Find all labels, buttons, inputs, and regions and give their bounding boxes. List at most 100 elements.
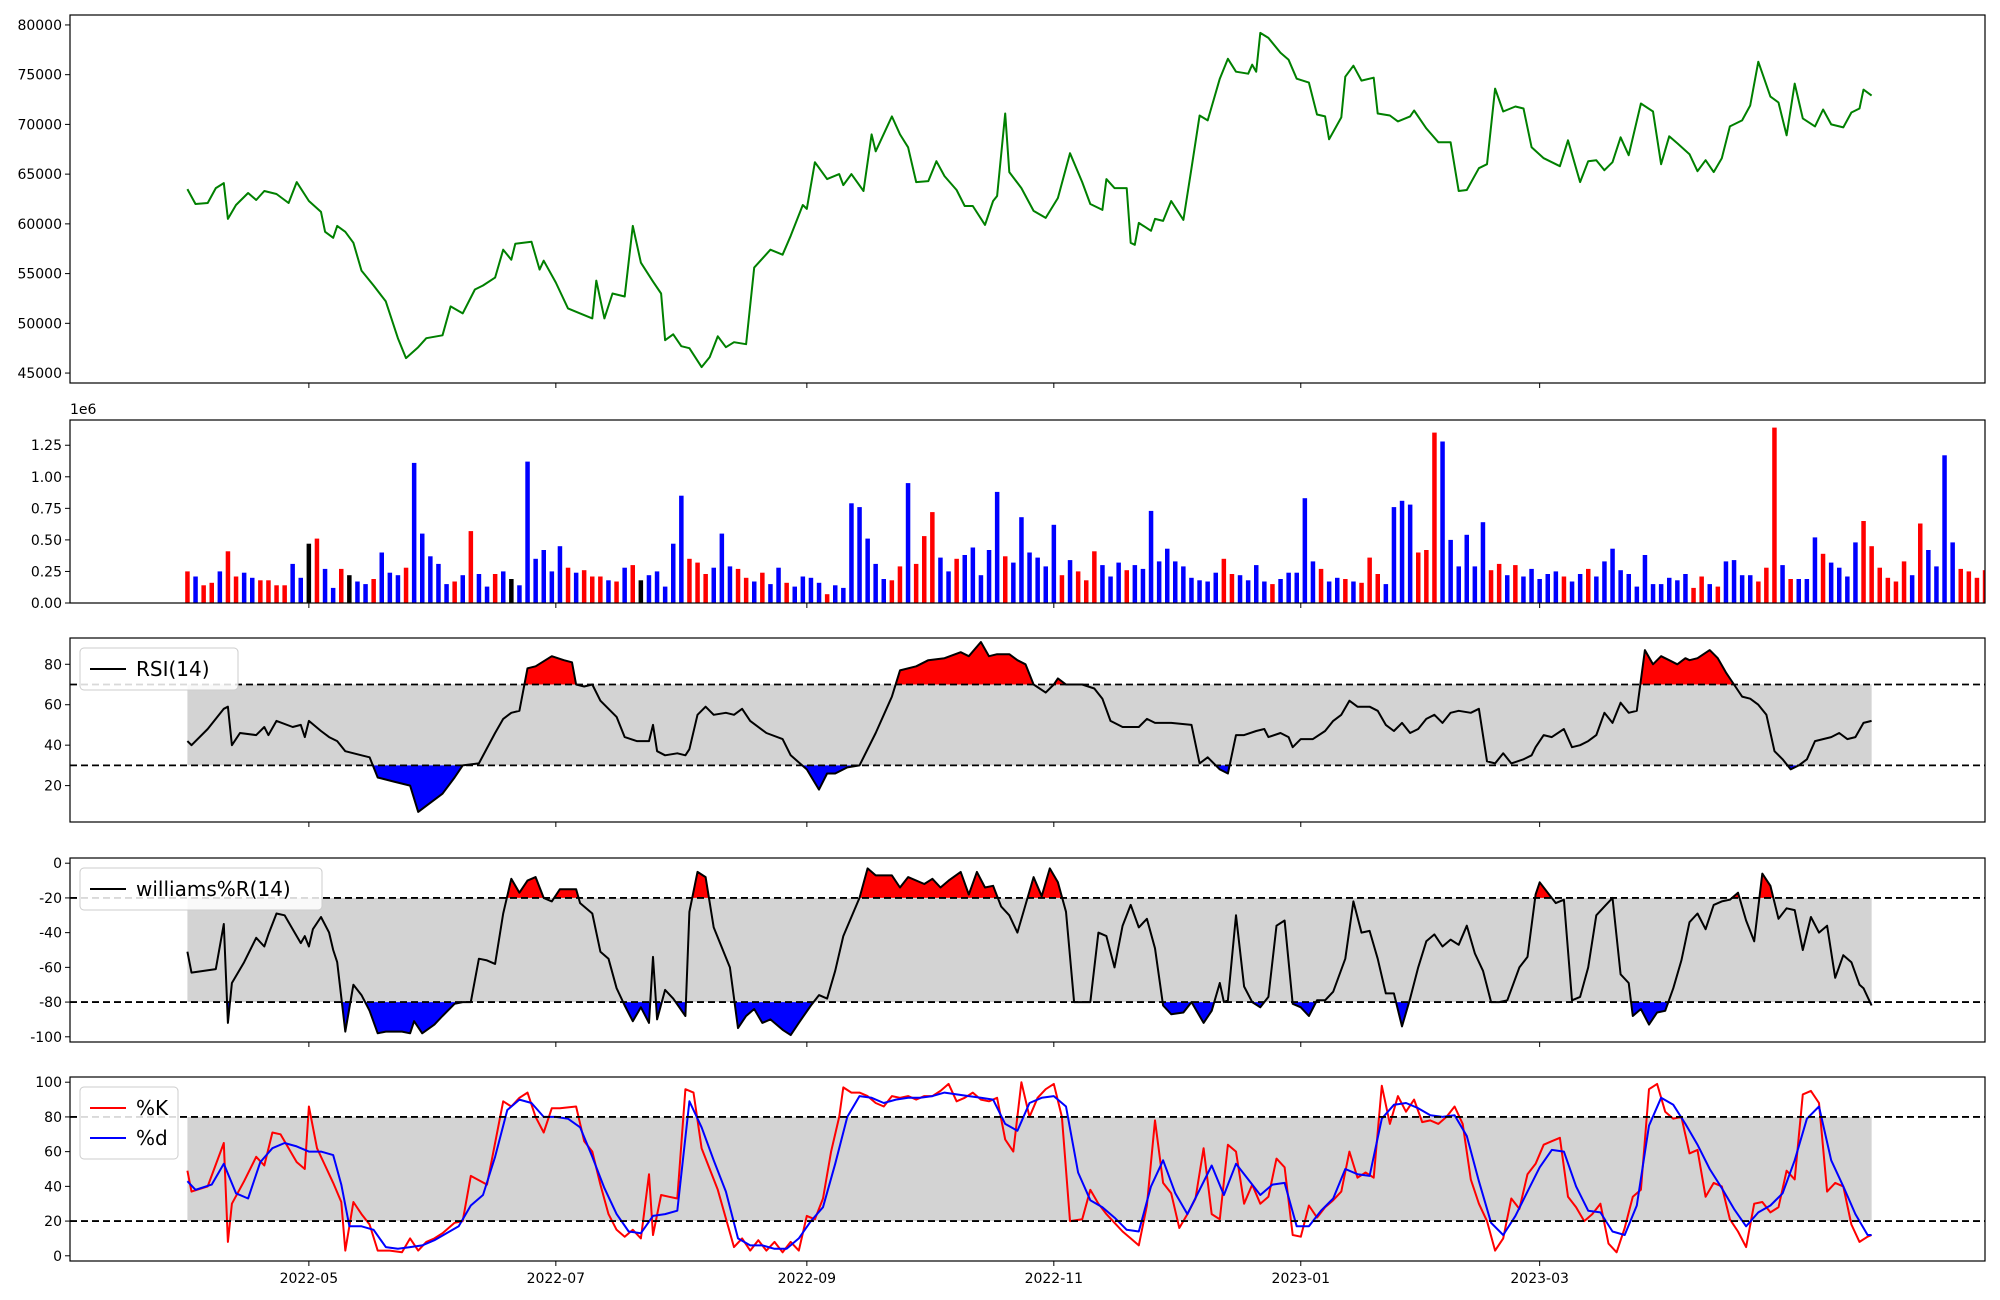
volume-bar [1918,523,1923,603]
volume-bar [889,580,895,603]
volume-bar [1326,581,1332,603]
volume-bar [1245,580,1251,603]
volume-bar [371,579,376,603]
volume-bar [1229,574,1235,603]
volume-y-tick-label: 1.00 [31,470,62,486]
williams-legend: williams%R(14) [79,867,323,911]
volume-bar [1205,581,1210,603]
volume-bar [1043,566,1048,603]
volume-bar [727,566,733,603]
volume-bar [1051,524,1057,603]
volume-y-tick-label: 0.50 [31,533,62,549]
volume-bar [865,538,870,603]
stochastic-panel: 0 20 40 60 80 100 %K %d [35,1075,1986,1265]
volume-bar [428,556,433,603]
volume-bar [1577,574,1583,603]
volume-bar [258,580,263,603]
volume-bar [1521,576,1526,603]
volume-bar [1310,561,1316,603]
volume-bar [1343,579,1348,603]
volume-bar [719,533,725,603]
volume-bar [1448,539,1453,603]
williams-overbought-fill [1759,873,1774,898]
volume-bar [330,587,336,603]
stochastic-legend: %K %d [79,1086,179,1160]
volume-bar [1691,587,1696,603]
williams-y-tick-label: -100 [30,1030,62,1046]
volume-bar [1488,570,1494,603]
williams-plot-area [186,867,1873,1037]
volume-bar [1084,580,1089,603]
volume-bar [1966,571,1972,603]
volume-bar [1270,584,1275,603]
williams-y-tick-label: -20 [39,891,62,907]
price-y-tick-label: 50000 [17,316,62,332]
volume-bar [1901,561,1907,603]
williams-y-tick-label: -40 [39,926,62,942]
volume-bar [1788,579,1793,603]
williams-legend-box [79,867,323,911]
rsi-overbought-fill [895,642,1034,685]
volume-bar [509,579,514,603]
volume-bar [1982,570,1985,603]
volume-bar [638,580,644,603]
volume-bar [209,582,214,603]
x-tick-label: 2023-01 [1272,1271,1331,1287]
volume-bar [930,512,935,603]
volume-bar [1934,566,1939,603]
stochastic-legend-box [79,1086,179,1160]
volume-bar [849,503,854,603]
volume-bar [1496,563,1502,603]
volume-bar [1513,565,1518,603]
volume-bar [1262,581,1267,603]
volume-bar [1739,575,1745,603]
rsi-axes-frame [69,637,1986,823]
volume-bar [1391,507,1397,603]
stochastic-legend-label: %K [136,1096,169,1120]
volume-bar [1707,584,1712,603]
volume-bar [492,574,498,603]
volume-bar [1505,575,1510,603]
volume-bar [1367,557,1372,603]
volume-bar [306,543,312,603]
stochastic-y-tick-label: 100 [35,1075,62,1091]
volume-bar [654,571,660,603]
volume-bar [679,495,684,603]
volume-bar [752,581,757,603]
volume-bar [1626,574,1631,603]
volume-bar [792,586,797,603]
volume-bar [1197,580,1202,603]
volume-bar [1456,566,1461,603]
volume-bar [816,582,822,603]
rsi-overbought-fill [1640,650,1734,685]
volume-bar [695,562,700,603]
williams-oversold-fill [365,1002,463,1034]
williams-overbought-fill [554,889,579,898]
volume-bar [1748,575,1753,603]
x-tick-label: 2022-11 [1025,1271,1084,1287]
volume-bar [1335,577,1340,603]
volume-bar [1950,542,1955,603]
volume-bar [841,587,846,603]
volume-bar [1731,560,1737,603]
volume-bar [1861,521,1866,603]
volume-bar [549,571,555,603]
stochastic-neutral-band [187,1116,1872,1222]
volume-bar [436,563,441,603]
volume-bar [1416,552,1421,603]
volume-bar [954,558,959,603]
x-tick-label: 2023-03 [1510,1271,1569,1287]
volume-bar [1853,542,1858,603]
volume-bar [1926,550,1931,603]
volume-bar [1942,455,1947,603]
stochastic-y-tick-label: 60 [44,1145,62,1161]
williams-y-tick-label: -80 [39,995,62,1011]
rsi-y-tick-label: 60 [44,698,62,714]
rsi-oversold-fill [1215,765,1230,774]
volume-bar [646,575,652,603]
rsi-plot-area [186,641,1872,813]
volume-bar [1165,548,1170,603]
williams-oversold-fill [1631,1002,1669,1025]
volume-bar [1586,568,1591,603]
